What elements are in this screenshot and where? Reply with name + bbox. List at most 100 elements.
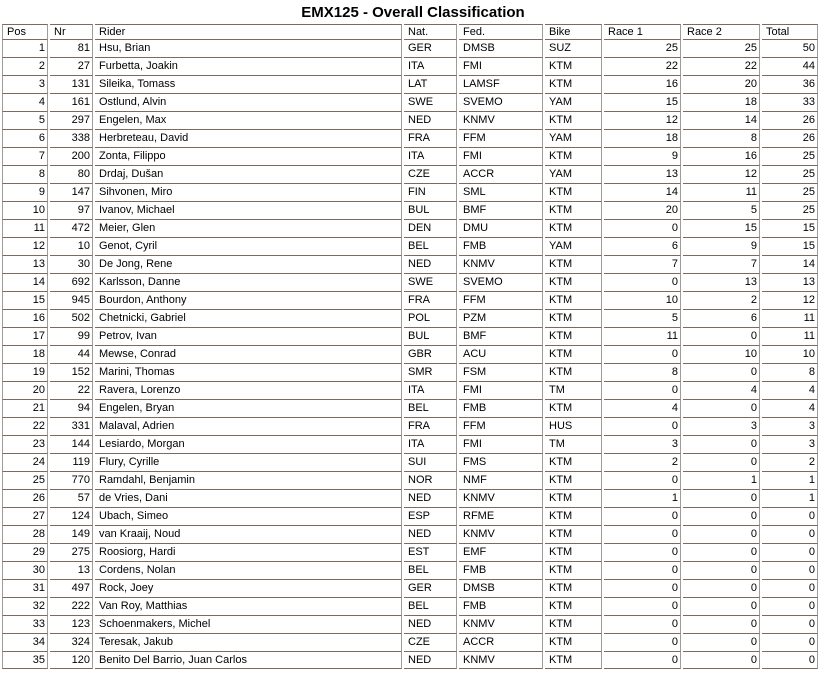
table-row: 13 30 De Jong, Rene NED KNMV KTM 7 7 14: [2, 255, 818, 273]
cell-total: 0: [762, 579, 818, 597]
cell-race2: 4: [683, 381, 760, 399]
cell-rider: Meier, Glen: [95, 219, 402, 237]
column-header-fed: Fed.: [459, 24, 543, 39]
column-header-bike: Bike: [545, 24, 602, 39]
cell-pos: 33: [2, 615, 48, 633]
cell-total: 1: [762, 471, 818, 489]
cell-race2: 8: [683, 129, 760, 147]
cell-rider: Ubach, Simeo: [95, 507, 402, 525]
cell-pos: 12: [2, 237, 48, 255]
cell-total: 15: [762, 219, 818, 237]
cell-fed: FFM: [459, 291, 543, 309]
table-row: 23 144 Lesiardo, Morgan ITA FMI TM 3 0 3: [2, 435, 818, 453]
cell-total: 50: [762, 39, 818, 57]
cell-race1: 14: [604, 183, 681, 201]
cell-nat: FRA: [404, 129, 457, 147]
cell-nat: NED: [404, 651, 457, 669]
cell-fed: FMI: [459, 435, 543, 453]
cell-race2: 9: [683, 237, 760, 255]
table-row: 33 123 Schoenmakers, Michel NED KNMV KTM 0 0 0: [2, 615, 818, 633]
cell-race1: 0: [604, 471, 681, 489]
cell-race1: 25: [604, 39, 681, 57]
cell-nat: FRA: [404, 417, 457, 435]
cell-bike: KTM: [545, 615, 602, 633]
cell-race1: 2: [604, 453, 681, 471]
cell-race1: 11: [604, 327, 681, 345]
cell-pos: 25: [2, 471, 48, 489]
cell-race2: 0: [683, 561, 760, 579]
cell-nr: 94: [50, 399, 93, 417]
cell-bike: KTM: [545, 309, 602, 327]
cell-rider: Sihvonen, Miro: [95, 183, 402, 201]
cell-pos: 27: [2, 507, 48, 525]
cell-bike: YAM: [545, 93, 602, 111]
cell-race1: 15: [604, 93, 681, 111]
cell-fed: BMF: [459, 201, 543, 219]
cell-pos: 1: [2, 39, 48, 57]
cell-bike: TM: [545, 381, 602, 399]
table-row: 26 57 de Vries, Dani NED KNMV KTM 1 0 1: [2, 489, 818, 507]
cell-nr: 97: [50, 201, 93, 219]
cell-nat: EST: [404, 543, 457, 561]
cell-race2: 5: [683, 201, 760, 219]
cell-nat: NED: [404, 111, 457, 129]
cell-nat: NED: [404, 489, 457, 507]
cell-race2: 12: [683, 165, 760, 183]
table-row: 35 120 Benito Del Barrio, Juan Carlos NED KN…: [2, 651, 818, 669]
cell-rider: Lesiardo, Morgan: [95, 435, 402, 453]
cell-nr: 497: [50, 579, 93, 597]
cell-rider: Schoenmakers, Michel: [95, 615, 402, 633]
cell-race1: 0: [604, 273, 681, 291]
cell-fed: KNMV: [459, 255, 543, 273]
cell-pos: 15: [2, 291, 48, 309]
cell-pos: 14: [2, 273, 48, 291]
cell-rider: Marini, Thomas: [95, 363, 402, 381]
cell-bike: KTM: [545, 111, 602, 129]
cell-total: 12: [762, 291, 818, 309]
cell-bike: KTM: [545, 273, 602, 291]
table-row: 30 13 Cordens, Nolan BEL FMB KTM 0 0 0: [2, 561, 818, 579]
cell-race2: 0: [683, 615, 760, 633]
cell-bike: KTM: [545, 543, 602, 561]
cell-total: 25: [762, 147, 818, 165]
cell-bike: TM: [545, 435, 602, 453]
cell-pos: 23: [2, 435, 48, 453]
cell-fed: ACU: [459, 345, 543, 363]
cell-total: 0: [762, 615, 818, 633]
cell-total: 2: [762, 453, 818, 471]
cell-fed: DMSB: [459, 39, 543, 57]
cell-fed: BMF: [459, 327, 543, 345]
cell-bike: KTM: [545, 525, 602, 543]
cell-nat: SWE: [404, 273, 457, 291]
column-header-nat: Nat.: [404, 24, 457, 39]
cell-rider: Ivanov, Michael: [95, 201, 402, 219]
cell-total: 0: [762, 651, 818, 669]
cell-bike: KTM: [545, 399, 602, 417]
cell-pos: 13: [2, 255, 48, 273]
cell-rider: Herbreteau, David: [95, 129, 402, 147]
cell-race2: 0: [683, 327, 760, 345]
cell-bike: YAM: [545, 165, 602, 183]
cell-fed: FFM: [459, 129, 543, 147]
cell-race1: 18: [604, 129, 681, 147]
cell-total: 0: [762, 597, 818, 615]
cell-bike: KTM: [545, 345, 602, 363]
cell-pos: 22: [2, 417, 48, 435]
cell-race1: 9: [604, 147, 681, 165]
table-row: 8 80 Drdaj, Dušan CZE ACCR YAM 13 12 25: [2, 165, 818, 183]
table-row: 11 472 Meier, Glen DEN DMU KTM 0 15 15: [2, 219, 818, 237]
cell-nr: 275: [50, 543, 93, 561]
cell-fed: SVEMO: [459, 93, 543, 111]
cell-pos: 29: [2, 543, 48, 561]
table-row: 29 275 Roosiorg, Hardi EST EMF KTM 0 0 0: [2, 543, 818, 561]
cell-fed: FMB: [459, 237, 543, 255]
cell-race1: 3: [604, 435, 681, 453]
cell-fed: FMB: [459, 597, 543, 615]
cell-fed: DMSB: [459, 579, 543, 597]
cell-total: 0: [762, 507, 818, 525]
cell-rider: Drdaj, Dušan: [95, 165, 402, 183]
cell-fed: SVEMO: [459, 273, 543, 291]
cell-race2: 0: [683, 489, 760, 507]
cell-race2: 0: [683, 633, 760, 651]
cell-rider: Malaval, Adrien: [95, 417, 402, 435]
